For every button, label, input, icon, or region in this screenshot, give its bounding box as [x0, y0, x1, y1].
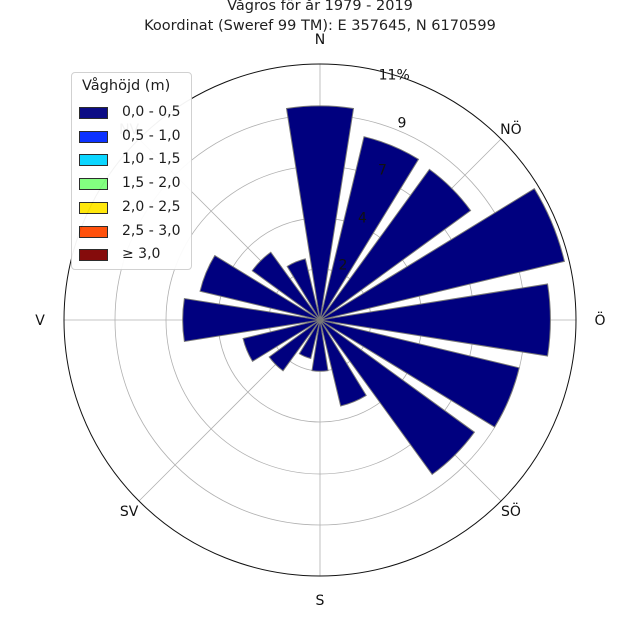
legend: Våghöjd (m) 0,0 - 0,5 0,5 - 1,0 1,0 - 1,5 1…	[71, 72, 192, 270]
direction-label: SÖ	[501, 502, 521, 520]
legend-swatch	[79, 154, 108, 167]
radial-tick-label: 9	[397, 115, 406, 131]
legend-label: 0,5 - 1,0	[122, 127, 181, 144]
rose-bar	[199, 254, 321, 321]
rose-labels: NNÖÖSÖSSVVNV247911%	[35, 32, 605, 609]
outer-ring	[63, 63, 577, 577]
rose-bar	[319, 319, 520, 428]
rose-bars	[182, 105, 566, 476]
rose-bar	[319, 283, 551, 357]
rose-bar	[298, 319, 321, 360]
legend-item: ≥ 3,0	[79, 246, 191, 264]
legend-item: 0,0 - 0,5	[79, 104, 191, 122]
radial-tick-label: 2	[339, 258, 348, 274]
legend-swatch	[79, 201, 108, 214]
legend-label: 2,5 - 3,0	[122, 222, 181, 239]
legend-item: 0,5 - 1,0	[79, 128, 191, 146]
radial-max-label: 11%	[379, 67, 410, 83]
rose-bar	[285, 105, 355, 321]
legend-label: 1,0 - 1,5	[122, 151, 181, 168]
direction-label: NÖ	[500, 120, 522, 138]
legend-label: 2,0 - 2,5	[122, 198, 181, 215]
rose-bar	[251, 251, 321, 321]
chart-subtitle: Koordinat (Sweref 99 TM): E 357645, N 61…	[144, 18, 496, 34]
legend-label: ≥ 3,0	[122, 246, 161, 263]
rose-bar	[268, 319, 321, 372]
legend-swatch	[79, 107, 108, 119]
direction-label: N	[315, 32, 325, 48]
rose-bar	[242, 319, 321, 363]
radial-tick-label: 4	[358, 210, 367, 226]
legend-label: 1,5 - 2,0	[122, 175, 181, 192]
legend-item: 2,0 - 2,5	[79, 199, 191, 217]
legend-swatch	[79, 225, 108, 238]
direction-label: Ö	[594, 311, 605, 329]
direction-label: SV	[120, 504, 139, 520]
legend-swatch	[79, 178, 108, 191]
direction-label: V	[35, 313, 45, 329]
legend-label: 0,0 - 0,5	[122, 104, 181, 120]
rose-bar	[319, 319, 367, 407]
legend-swatch	[79, 130, 108, 143]
rose-bar	[319, 319, 476, 476]
legend-title: Våghöjd (m)	[82, 78, 171, 94]
radial-tick-label: 7	[378, 162, 387, 178]
legend-swatch	[79, 249, 108, 262]
direction-label: S	[316, 593, 325, 609]
rose-bar	[182, 297, 321, 343]
rose-bar	[319, 187, 566, 321]
legend-item: 1,0 - 1,5	[79, 151, 191, 169]
rose-bar	[311, 319, 329, 372]
legend-item: 2,5 - 3,0	[79, 223, 191, 241]
rose-bar	[319, 168, 472, 321]
chart-title: Vågros för år 1979 - 2019	[227, 0, 413, 14]
rose-bar	[286, 258, 321, 321]
rose-bar	[319, 136, 420, 321]
legend-item: 1,5 - 2,0	[79, 175, 191, 193]
